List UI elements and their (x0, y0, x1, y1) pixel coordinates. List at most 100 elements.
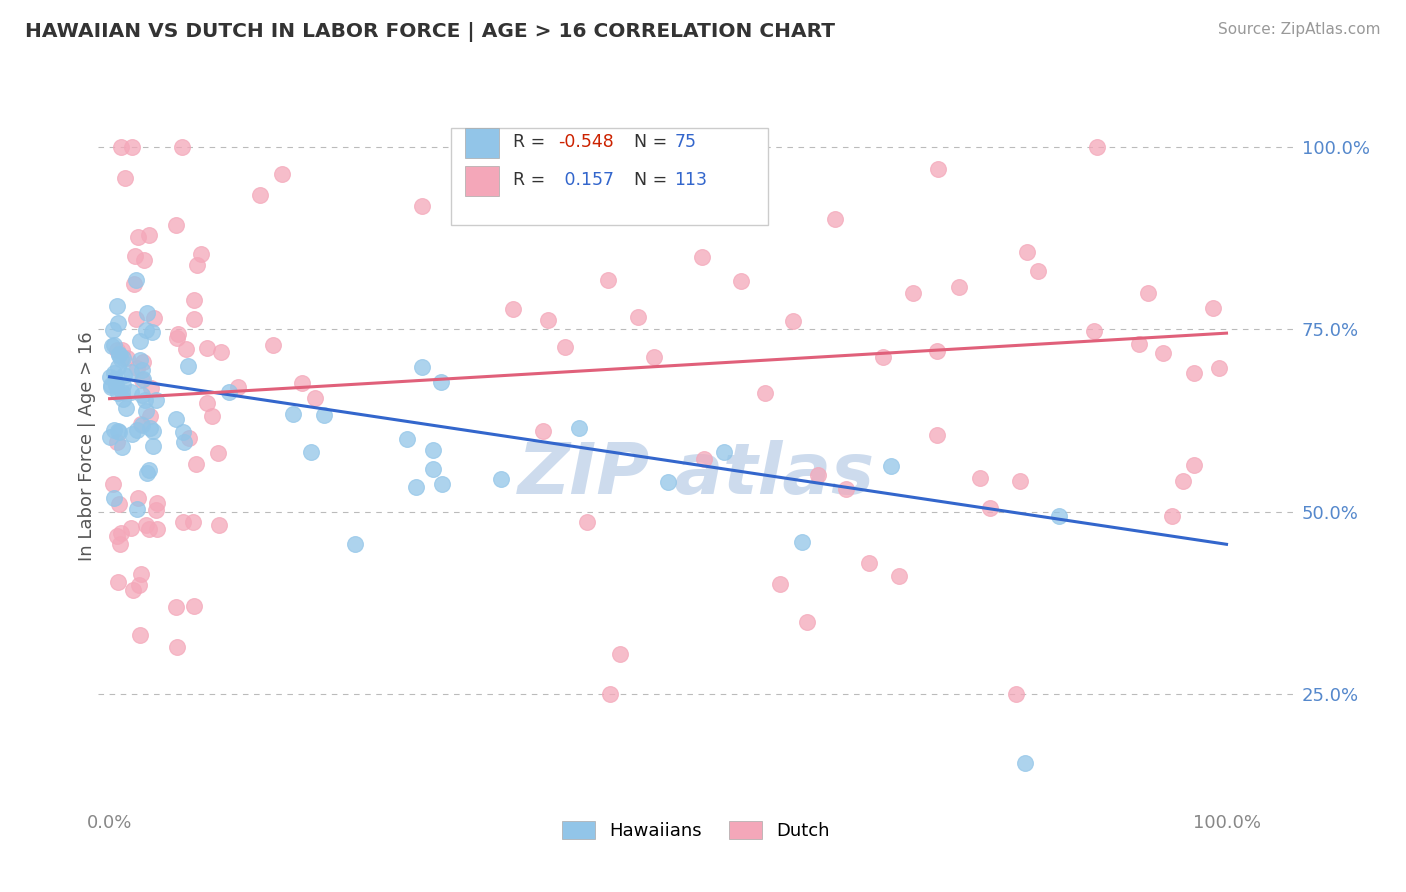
Point (142, 439, 165, 453)
Point (104, 378, 127, 392)
Point (183, 311, 205, 326)
Point (226, 379, 249, 393)
Point (121, 582, 143, 597)
Point (405, 480, 427, 494)
Point (100, 339, 122, 353)
Point (141, 424, 163, 438)
Point (108, 536, 131, 550)
Point (110, 140, 132, 154)
Point (824, 211, 846, 226)
Point (100, 377, 122, 392)
Point (190, 247, 212, 261)
Point (948, 280, 970, 294)
Point (103, 338, 125, 352)
Text: N =: N = (623, 170, 673, 189)
Point (598, 273, 620, 287)
Point (645, 194, 668, 208)
Point (145, 393, 167, 408)
Point (121, 426, 143, 441)
Point (108, 348, 131, 362)
Point (1182, 458, 1205, 472)
Point (575, 515, 598, 529)
Point (1201, 301, 1223, 315)
Point (887, 569, 910, 583)
Point (1083, 324, 1105, 338)
Text: 75: 75 (675, 133, 696, 151)
Point (643, 350, 665, 364)
Point (411, 359, 433, 374)
Point (344, 537, 367, 551)
Point (291, 376, 314, 390)
Point (693, 451, 716, 466)
Point (537, 312, 560, 326)
Text: HAWAIIAN VS DUTCH IN LABOR FORCE | AGE > 16 CORRELATION CHART: HAWAIIAN VS DUTCH IN LABOR FORCE | AGE >… (25, 22, 835, 42)
Point (129, 567, 152, 582)
Point (107, 386, 129, 401)
Text: -0.548: -0.548 (558, 133, 614, 151)
Point (270, 167, 292, 181)
Point (172, 140, 194, 154)
Point (1160, 508, 1182, 523)
Point (432, 477, 454, 491)
Point (110, 526, 132, 541)
Point (131, 418, 153, 433)
Point (120, 365, 142, 379)
Point (1047, 509, 1070, 524)
FancyBboxPatch shape (465, 128, 499, 159)
Text: ZIP atlas: ZIP atlas (517, 440, 875, 509)
Point (125, 311, 148, 326)
FancyBboxPatch shape (451, 128, 768, 225)
Point (713, 444, 735, 458)
Point (101, 476, 124, 491)
Point (209, 345, 232, 359)
Point (135, 467, 157, 481)
Point (554, 340, 576, 354)
Point (135, 323, 157, 337)
Point (430, 375, 453, 389)
Point (124, 249, 146, 263)
Point (138, 228, 160, 243)
Point (138, 409, 160, 423)
Point (111, 378, 134, 392)
Point (1014, 756, 1036, 770)
Point (835, 482, 858, 496)
Point (141, 325, 163, 339)
Point (1005, 687, 1028, 701)
Point (1128, 337, 1150, 351)
Point (979, 500, 1001, 515)
Text: R =: R = (513, 133, 551, 151)
Point (131, 363, 153, 377)
Point (769, 577, 792, 591)
Point (105, 529, 128, 543)
Point (110, 351, 132, 366)
Point (790, 535, 813, 549)
Point (120, 520, 142, 534)
Point (103, 366, 125, 380)
Point (858, 556, 880, 570)
Point (201, 409, 224, 424)
Point (124, 273, 146, 287)
Point (129, 417, 152, 431)
Point (128, 628, 150, 642)
Legend: Hawaiians, Dutch: Hawaiians, Dutch (555, 814, 837, 847)
Point (195, 342, 218, 356)
Point (184, 457, 207, 471)
Point (1015, 245, 1038, 260)
Text: N =: N = (623, 133, 673, 151)
Point (111, 384, 134, 399)
Point (105, 343, 128, 357)
Point (111, 440, 134, 454)
Point (396, 432, 419, 446)
Point (1171, 474, 1194, 488)
Point (796, 615, 818, 629)
Point (880, 458, 903, 473)
Point (312, 408, 335, 422)
Point (262, 337, 284, 351)
Point (114, 171, 136, 186)
Point (165, 599, 187, 614)
Point (120, 384, 142, 399)
Point (135, 306, 157, 320)
Point (283, 407, 305, 421)
Point (121, 140, 143, 154)
Point (609, 647, 631, 661)
